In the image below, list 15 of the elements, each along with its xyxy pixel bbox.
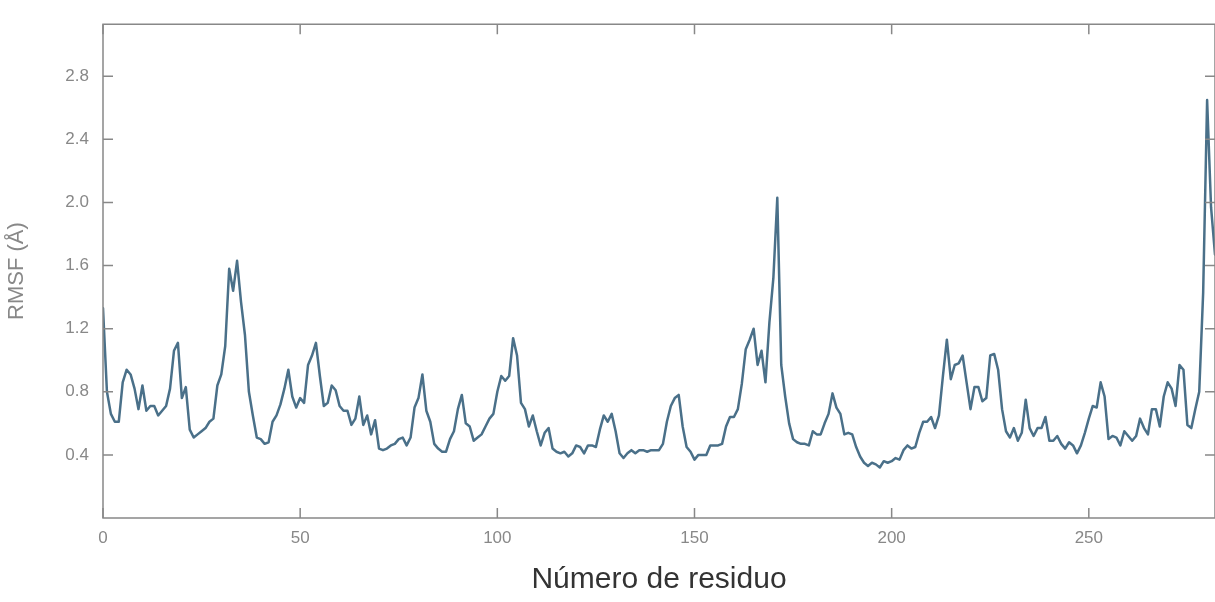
x-tick-label: 0 (98, 527, 108, 547)
x-tick-label: 250 (1074, 527, 1103, 547)
y-tick-label: 2.8 (65, 65, 89, 85)
x-tick-label: 50 (290, 527, 310, 547)
y-axis-title: RMSF (Å) (3, 222, 29, 320)
y-tick-label: 1.2 (65, 318, 89, 338)
y-tick-label: 0.4 (65, 444, 89, 464)
x-tick-label: 150 (680, 527, 709, 547)
y-tick-label: 2.0 (65, 192, 89, 212)
x-axis-title: Número de residuo (531, 561, 787, 595)
y-tick-label: 2.4 (65, 129, 89, 149)
x-tick-label: 200 (877, 527, 906, 547)
y-tick-label: 0.8 (65, 381, 89, 401)
x-tick-label: 100 (483, 527, 512, 547)
y-tick-label: 1.6 (65, 255, 89, 275)
